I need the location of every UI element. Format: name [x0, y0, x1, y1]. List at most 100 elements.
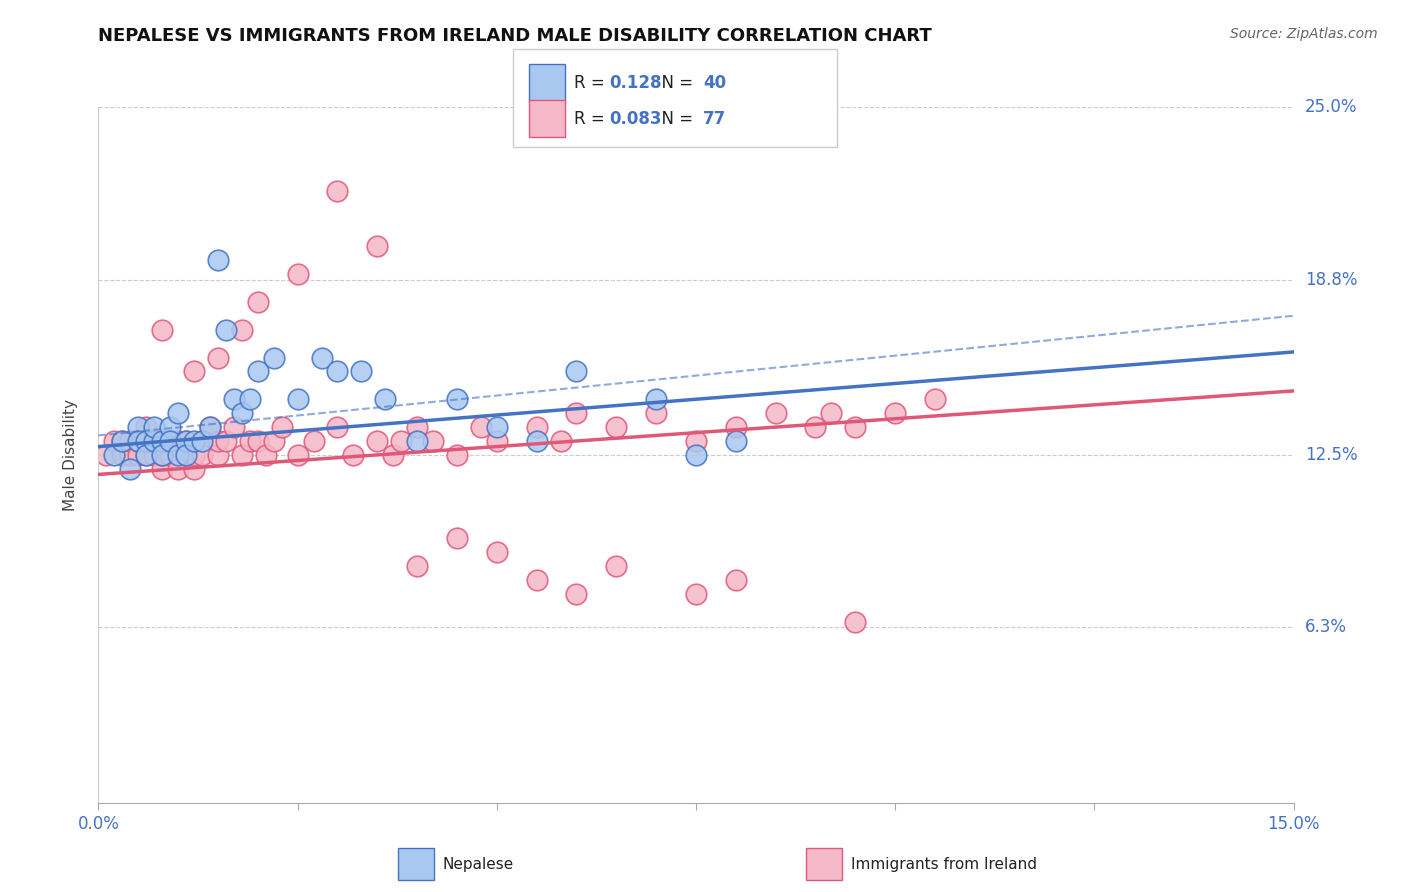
Point: [174, 448, 197, 462]
Point: [287, 392, 309, 407]
Point: [96, 448, 118, 462]
Point: [326, 184, 349, 198]
Point: [207, 351, 229, 365]
Point: [183, 434, 205, 448]
Point: [382, 448, 405, 462]
Point: [685, 587, 707, 601]
Point: [183, 462, 205, 476]
Point: [174, 448, 197, 462]
Point: [135, 448, 157, 462]
Text: 0.128: 0.128: [609, 74, 661, 92]
Point: [406, 434, 429, 448]
Point: [565, 364, 588, 378]
Text: N =: N =: [651, 74, 699, 92]
Point: [191, 434, 214, 448]
Point: [350, 364, 373, 378]
Point: [191, 448, 214, 462]
Text: 12.5%: 12.5%: [1305, 446, 1357, 464]
Point: [254, 448, 277, 462]
Text: Immigrants from Ireland: Immigrants from Ireland: [851, 857, 1036, 871]
Point: [724, 434, 747, 448]
Point: [422, 434, 444, 448]
Point: [222, 420, 245, 434]
Point: [302, 434, 325, 448]
Point: [485, 434, 508, 448]
Point: [526, 434, 548, 448]
Point: [150, 462, 173, 476]
Point: [207, 434, 229, 448]
Point: [446, 448, 468, 462]
Point: [127, 420, 149, 434]
Point: [135, 448, 157, 462]
Text: 18.8%: 18.8%: [1305, 270, 1357, 289]
Point: [150, 448, 173, 462]
Point: [167, 434, 190, 448]
Point: [366, 239, 388, 253]
Point: [526, 420, 548, 434]
Text: Nepalese: Nepalese: [443, 857, 515, 871]
Point: [159, 434, 181, 448]
Point: [120, 448, 142, 462]
Point: [311, 351, 333, 365]
Point: [406, 559, 429, 574]
Point: [174, 434, 197, 448]
Text: Source: ZipAtlas.com: Source: ZipAtlas.com: [1230, 27, 1378, 41]
Point: [820, 406, 842, 420]
Point: [207, 253, 229, 268]
Point: [120, 462, 142, 476]
Point: [231, 448, 253, 462]
Point: [150, 434, 173, 448]
Point: [231, 406, 253, 420]
Point: [804, 420, 827, 434]
Text: N =: N =: [651, 110, 699, 128]
Point: [167, 462, 190, 476]
Point: [263, 434, 285, 448]
Point: [645, 406, 668, 420]
Text: 77: 77: [703, 110, 727, 128]
Point: [239, 392, 262, 407]
Point: [215, 323, 238, 337]
Point: [924, 392, 946, 407]
Point: [127, 448, 149, 462]
Point: [724, 420, 747, 434]
Point: [239, 434, 262, 448]
Point: [389, 434, 412, 448]
Point: [724, 573, 747, 587]
Point: [645, 392, 668, 407]
Point: [605, 559, 627, 574]
Point: [231, 323, 253, 337]
Point: [150, 323, 173, 337]
Point: [685, 434, 707, 448]
Point: [485, 545, 508, 559]
Point: [374, 392, 396, 407]
Point: [844, 615, 866, 629]
Point: [159, 448, 181, 462]
Point: [159, 420, 181, 434]
Point: [120, 434, 142, 448]
Point: [246, 364, 269, 378]
Y-axis label: Male Disability: Male Disability: [63, 399, 77, 511]
Text: R =: R =: [574, 110, 610, 128]
Point: [183, 448, 205, 462]
Point: [215, 434, 238, 448]
Text: 40: 40: [703, 74, 725, 92]
Point: [470, 420, 492, 434]
Point: [222, 392, 245, 407]
Point: [167, 406, 190, 420]
Point: [844, 420, 866, 434]
Point: [263, 351, 285, 365]
Point: [342, 448, 364, 462]
Point: [246, 434, 269, 448]
Point: [150, 448, 173, 462]
Point: [287, 448, 309, 462]
Point: [287, 267, 309, 281]
Point: [198, 420, 221, 434]
Point: [103, 448, 125, 462]
Point: [143, 420, 166, 434]
Point: [127, 434, 149, 448]
Point: [565, 587, 588, 601]
Point: [143, 434, 166, 448]
Point: [191, 434, 214, 448]
Point: [565, 406, 588, 420]
Point: [485, 420, 508, 434]
